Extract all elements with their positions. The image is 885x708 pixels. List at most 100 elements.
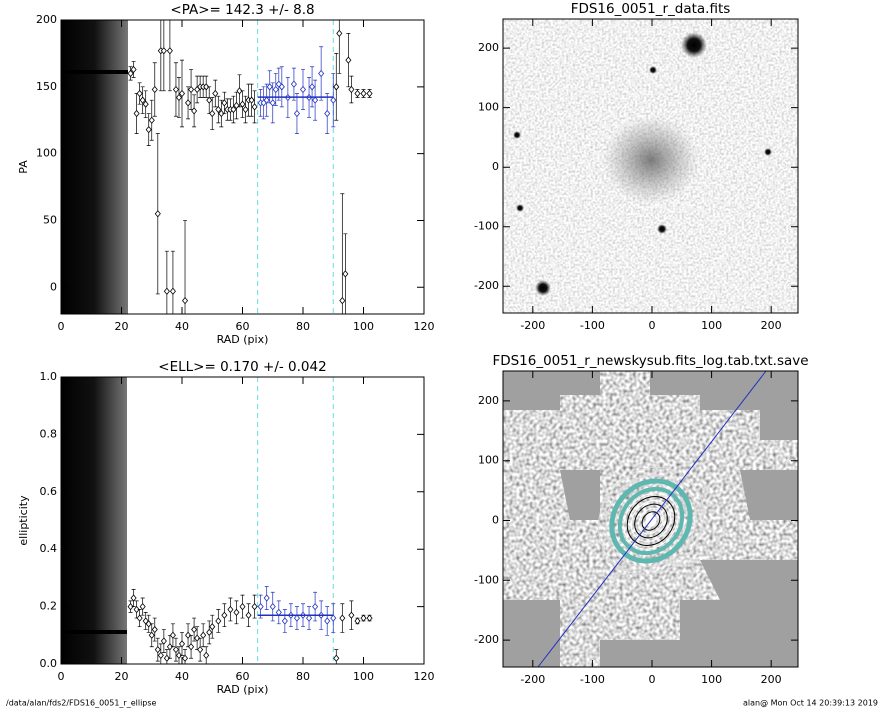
point <box>263 594 270 602</box>
shade <box>61 377 127 664</box>
point <box>139 602 146 611</box>
point <box>182 297 189 305</box>
footer-path: /data/alan/fds2/FDS16_0051_r_ellipse <box>6 699 157 708</box>
point <box>175 93 182 102</box>
point <box>175 651 182 660</box>
point <box>251 103 258 111</box>
chart-title: <ELL>= 0.170 +/- 0.042 <box>158 359 326 375</box>
point <box>360 614 367 622</box>
point <box>194 634 201 642</box>
chart-title: FDS16_0051_r_data.fits <box>571 1 731 17</box>
point <box>191 625 198 634</box>
x-tick-label: -100 <box>580 319 605 332</box>
point <box>166 47 173 55</box>
point <box>172 85 179 94</box>
point <box>130 65 137 74</box>
point <box>203 83 210 91</box>
x-tick-label: 200 <box>761 319 782 332</box>
point <box>281 617 288 625</box>
point <box>306 614 313 622</box>
y-tick-label: 100 <box>478 454 499 467</box>
point <box>366 614 373 622</box>
point <box>251 602 258 611</box>
x-tick-label: 40 <box>175 670 189 683</box>
y-tick-label: 0.0 <box>40 657 58 670</box>
y-tick-label: 0.8 <box>40 427 58 440</box>
x-tick-label: 0 <box>648 319 655 332</box>
point <box>154 646 161 654</box>
point <box>178 640 186 648</box>
point <box>127 69 134 78</box>
point <box>209 109 216 118</box>
point <box>269 602 276 611</box>
point <box>136 614 143 622</box>
point <box>197 646 204 654</box>
point <box>275 80 282 88</box>
point <box>160 47 167 55</box>
point <box>333 83 340 91</box>
x-tick-label: 40 <box>175 320 189 333</box>
point <box>239 602 246 611</box>
y-tick-label: -100 <box>474 573 499 586</box>
point <box>227 605 234 614</box>
point <box>145 125 152 134</box>
point <box>230 105 237 114</box>
point <box>239 100 246 108</box>
point <box>221 99 228 107</box>
y-tick-label: 1.0 <box>40 370 58 383</box>
point <box>309 83 316 91</box>
shade <box>61 20 128 314</box>
x-tick-label: 0 <box>58 320 65 333</box>
point <box>336 29 343 37</box>
y-tick-label: -200 <box>474 633 499 646</box>
point <box>324 617 331 625</box>
point <box>209 623 216 631</box>
chart-title: <PA>= 142.3 +/- 8.8 <box>170 2 314 18</box>
error-bar <box>161 19 166 92</box>
y-tick-label: 50 <box>43 213 57 226</box>
inner-points <box>61 630 127 634</box>
point <box>163 287 170 295</box>
point <box>312 96 319 104</box>
point <box>266 83 273 91</box>
point <box>136 89 143 98</box>
x-tick-label: 100 <box>353 670 374 683</box>
point <box>169 631 176 639</box>
x-tick-label: 100 <box>701 673 722 686</box>
error-bar <box>340 193 345 315</box>
point <box>245 611 252 619</box>
error-bar <box>164 250 169 315</box>
x-tick-label: 60 <box>236 670 250 683</box>
plot-frame <box>502 18 799 314</box>
y-tick-label: 200 <box>478 41 499 54</box>
point <box>272 85 279 94</box>
point <box>151 625 158 634</box>
point <box>188 643 195 651</box>
x-tick-label: 20 <box>115 670 129 683</box>
point <box>148 631 155 639</box>
point <box>221 611 228 619</box>
x-tick-label: 80 <box>296 320 310 333</box>
point <box>151 85 158 94</box>
point <box>275 608 282 616</box>
y-tick-label: 0.4 <box>40 542 58 555</box>
point <box>206 628 213 637</box>
y-tick-label: 0 <box>50 280 57 293</box>
x-axis-label: RAD (pix) <box>217 683 269 696</box>
point <box>354 89 361 98</box>
y-tick-label: -100 <box>474 220 499 233</box>
point <box>133 605 140 614</box>
point <box>148 116 155 124</box>
point <box>139 96 146 104</box>
point <box>330 96 337 104</box>
point <box>324 109 331 118</box>
error-bar <box>167 19 172 92</box>
point <box>130 594 137 602</box>
point <box>339 614 346 622</box>
point <box>348 85 355 94</box>
error-bar <box>170 250 175 315</box>
point <box>218 109 225 118</box>
point <box>127 602 134 611</box>
x-tick-label: 0 <box>58 670 65 683</box>
